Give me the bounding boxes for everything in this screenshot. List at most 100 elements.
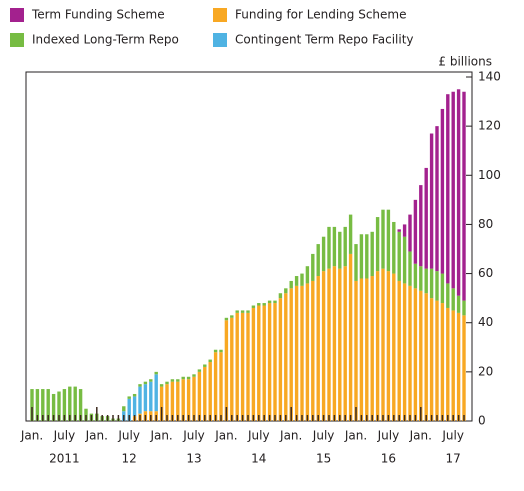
y-tick-label: 80: [478, 217, 493, 231]
bar-segment: [132, 393, 137, 397]
bar-segment: [311, 280, 315, 421]
bar-segment: [338, 231, 342, 269]
bar-segment: [122, 406, 126, 412]
legend-swatch: [213, 8, 227, 22]
bar-segment: [235, 312, 239, 421]
bar-segment: [311, 253, 315, 281]
bar-segment: [327, 268, 331, 421]
bar-segment: [456, 312, 461, 421]
bar-segment: [408, 214, 412, 252]
bar-segment: [392, 221, 396, 274]
bar-segment: [262, 303, 266, 306]
legend-label: Contingent Term Repo Facility: [235, 33, 414, 47]
bar-segment: [413, 263, 418, 289]
bar-segment: [289, 280, 293, 289]
bar-segment: [462, 91, 466, 301]
bar-segment: [316, 244, 320, 277]
bar-segment: [68, 386, 72, 421]
bar-segment: [192, 376, 196, 421]
bar-segment: [235, 310, 239, 313]
bar-segment: [257, 305, 261, 421]
bar-segment: [305, 266, 310, 284]
bar-segment: [186, 379, 191, 421]
bar-segment: [397, 231, 401, 281]
bar-segment: [424, 268, 428, 294]
bar-segment: [386, 209, 391, 272]
x-tick-label: July: [247, 429, 270, 443]
bar-segment: [397, 280, 401, 421]
x-year-label: 14: [251, 452, 266, 466]
bar-segment: [165, 381, 169, 385]
bar-segment: [127, 398, 131, 421]
bar-segment: [186, 376, 191, 380]
bar-segment: [321, 271, 326, 421]
bar-segment: [354, 244, 358, 281]
bar-segment: [332, 266, 337, 421]
bar-segment: [230, 315, 234, 318]
bar-segment: [170, 379, 175, 382]
bar-segment: [446, 283, 450, 308]
bar-segment: [392, 273, 396, 421]
bar-segment: [386, 271, 391, 421]
x-year-label: 15: [316, 452, 331, 466]
bar-segment: [159, 386, 164, 421]
x-tick-label: July: [441, 429, 464, 443]
bar-segment: [451, 91, 455, 289]
legend-swatch: [10, 8, 24, 22]
bar-segment: [332, 226, 337, 267]
bar-segment: [181, 376, 185, 380]
x-tick-label: Jan.: [409, 429, 432, 443]
bar-segment: [348, 214, 353, 254]
bar-segment: [267, 300, 272, 304]
bar-segment: [429, 268, 434, 299]
bar-segment: [429, 133, 434, 269]
bar-segment: [419, 290, 423, 421]
bar-segment: [219, 352, 223, 421]
bar-segment: [240, 312, 245, 421]
bar-segment: [440, 108, 445, 274]
bar-segment: [78, 389, 83, 421]
bar-segment: [51, 393, 56, 421]
bar-segment: [365, 234, 369, 279]
bar-segment: [30, 389, 34, 421]
bar-segment: [57, 391, 61, 421]
bar-segment: [359, 278, 364, 421]
x-tick-label: Jan.: [20, 429, 43, 443]
bar-segment: [419, 185, 423, 267]
bar-segment: [246, 310, 250, 313]
bar-segment: [397, 229, 401, 232]
bar-segment: [273, 300, 277, 304]
bar-segment: [338, 268, 342, 421]
bar-segment: [127, 396, 131, 399]
bar-segment: [159, 384, 164, 387]
y-tick-label: 60: [478, 266, 493, 280]
bar-segment: [143, 384, 148, 412]
bar-segment: [424, 167, 428, 269]
bar-segment: [419, 266, 423, 291]
bar-segment: [176, 379, 180, 382]
bar-segment: [203, 366, 207, 421]
bar-segment: [370, 231, 374, 277]
bar-segment: [273, 303, 277, 421]
x-tick-label: Jan.: [149, 429, 172, 443]
bar-segment: [149, 379, 153, 382]
bar-segment: [257, 303, 261, 306]
bar-segment: [132, 396, 137, 417]
bar-segment: [359, 234, 364, 279]
y-tick-label: 0: [478, 414, 486, 428]
bar-segment: [408, 285, 412, 421]
y-tick-label: 120: [478, 119, 501, 133]
bar-segment: [278, 298, 283, 421]
bar-segment: [321, 236, 326, 272]
bar-segment: [262, 305, 266, 421]
bar-segment: [354, 280, 358, 421]
bar-segment: [176, 381, 180, 421]
bar-segment: [230, 317, 234, 421]
bar-segment: [267, 303, 272, 421]
bar-segment: [435, 300, 439, 421]
bar-segment: [251, 307, 256, 421]
bar-segment: [429, 298, 434, 421]
legend-label: Indexed Long-Term Repo: [32, 33, 179, 47]
bar-segment: [440, 303, 445, 421]
